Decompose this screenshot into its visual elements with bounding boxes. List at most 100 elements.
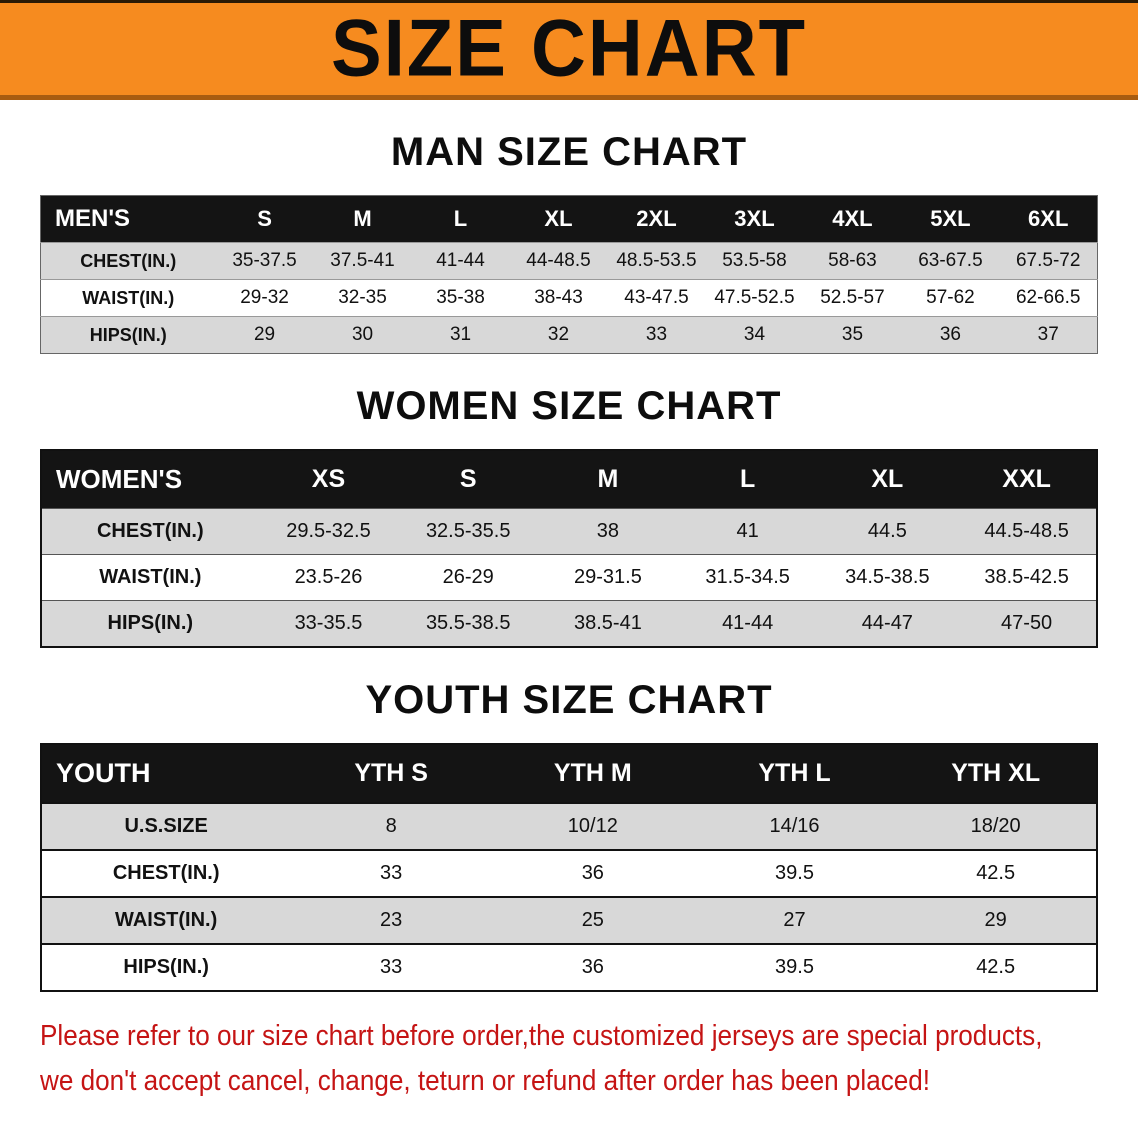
row-label: CHEST(IN.) — [41, 508, 259, 555]
value-cell: 36 — [901, 316, 1000, 354]
value-cell: 32.5-35.5 — [398, 508, 539, 555]
size-column-header: 5XL — [901, 195, 1000, 243]
value-cell: 37 — [999, 316, 1098, 354]
size-column-header: YTH M — [491, 744, 694, 803]
value-cell: 37.5-41 — [313, 242, 412, 280]
value-cell: 44-47 — [817, 600, 958, 647]
women-size-section: WOMEN SIZE CHART WOMEN'S XS S M L XL XXL CHEST(… — [0, 384, 1138, 648]
table-title-cell: WOMEN'S — [41, 450, 259, 509]
row-label: WAIST(IN.) — [41, 554, 259, 601]
value-cell: 34.5-38.5 — [817, 554, 958, 601]
value-cell: 23.5-26 — [258, 554, 399, 601]
table-row: HIPS(IN.) 33 36 39.5 42.5 — [41, 943, 1097, 991]
size-column-header: S — [398, 450, 539, 509]
value-cell: 36 — [491, 943, 694, 991]
table-row: CHEST(IN.) 35-37.5 37.5-41 41-44 44-48.5 48.5… — [40, 242, 1098, 280]
value-cell: 29.5-32.5 — [258, 508, 399, 555]
header-row: WOMEN'S XS S M L XL XXL — [41, 450, 1097, 509]
value-cell: 35 — [803, 316, 902, 354]
value-cell: 32-35 — [313, 279, 412, 317]
value-cell: 41-44 — [677, 600, 818, 647]
size-chart-page: SIZE CHART MAN SIZE CHART MEN'S S M L XL 2XL 3… — [0, 0, 1138, 1098]
value-cell: 62-66.5 — [999, 279, 1098, 317]
value-cell: 63-67.5 — [901, 242, 1000, 280]
value-cell: 31.5-34.5 — [677, 554, 818, 601]
order-notice: Please refer to our size chart before or… — [40, 1020, 1098, 1098]
value-cell: 25 — [491, 896, 694, 944]
row-label: HIPS(IN.) — [40, 316, 216, 354]
value-cell: 42.5 — [895, 943, 1097, 991]
value-cell: 10/12 — [491, 802, 694, 850]
value-cell: 39.5 — [693, 849, 896, 897]
value-cell: 33 — [607, 316, 706, 354]
value-cell: 67.5-72 — [999, 242, 1098, 280]
value-cell: 29-31.5 — [538, 554, 678, 601]
value-cell: 38.5-42.5 — [957, 554, 1097, 601]
value-cell: 33-35.5 — [258, 600, 399, 647]
notice-line-1: Please refer to our size chart before or… — [40, 1020, 1043, 1052]
table-row: HIPS(IN.) 33-35.5 35.5-38.5 38.5-41 41-44 44-… — [41, 600, 1097, 647]
youth-size-table: YOUTH YTH S YTH M YTH L YTH XL U.S.SIZE 8 10/12… — [40, 743, 1098, 992]
value-cell: 18/20 — [895, 802, 1097, 850]
value-cell: 44.5 — [817, 508, 958, 555]
value-cell: 39.5 — [693, 943, 896, 991]
youth-size-section: YOUTH SIZE CHART YOUTH YTH S YTH M YTH L YTH… — [0, 678, 1138, 992]
value-cell: 58-63 — [803, 242, 902, 280]
table-title-cell: MEN'S — [40, 195, 216, 243]
women-section-heading: WOMEN SIZE CHART — [356, 384, 782, 428]
size-column-header: YTH S — [290, 744, 492, 803]
row-label: WAIST(IN.) — [40, 279, 216, 317]
value-cell: 30 — [313, 316, 412, 354]
size-column-header: XL — [509, 195, 608, 243]
size-column-header: M — [538, 450, 678, 509]
men-size-section: MAN SIZE CHART MEN'S S M L XL 2XL 3XL 4XL 5XL 6XL… — [0, 130, 1138, 354]
table-row: HIPS(IN.) 29 30 31 32 33 34 35 36 37 — [40, 316, 1098, 354]
size-column-header: 3XL — [705, 195, 804, 243]
value-cell: 31 — [411, 316, 510, 354]
value-cell: 32 — [509, 316, 608, 354]
size-column-header: XXL — [957, 450, 1097, 509]
value-cell: 33 — [290, 943, 492, 991]
value-cell: 48.5-53.5 — [607, 242, 706, 280]
size-column-header: 4XL — [803, 195, 902, 243]
value-cell: 41-44 — [411, 242, 510, 280]
size-column-header: XL — [817, 450, 958, 509]
value-cell: 34 — [705, 316, 804, 354]
value-cell: 38-43 — [509, 279, 608, 317]
size-column-header: M — [313, 195, 412, 243]
header-row: YOUTH YTH S YTH M YTH L YTH XL — [41, 744, 1097, 803]
table-row: CHEST(IN.) 29.5-32.5 32.5-35.5 38 41 44.5 44.5… — [41, 508, 1097, 555]
row-label: U.S.SIZE — [41, 802, 291, 850]
table-row: WAIST(IN.) 23 25 27 29 — [41, 896, 1097, 944]
value-cell: 38 — [538, 508, 678, 555]
value-cell: 29 — [895, 896, 1097, 944]
row-label: HIPS(IN.) — [41, 600, 259, 647]
value-cell: 52.5-57 — [803, 279, 902, 317]
men-size-table: MEN'S S M L XL 2XL 3XL 4XL 5XL 6XL CHEST(IN.) 35-37… — [40, 195, 1098, 354]
value-cell: 29-32 — [215, 279, 314, 317]
banner-title: SIZE CHART — [331, 3, 807, 94]
value-cell: 14/16 — [693, 802, 896, 850]
value-cell: 53.5-58 — [705, 242, 804, 280]
table-row: WAIST(IN.) 23.5-26 26-29 29-31.5 31.5-34.5 34… — [41, 554, 1097, 601]
value-cell: 33 — [290, 849, 492, 897]
value-cell: 27 — [693, 896, 896, 944]
row-label: WAIST(IN.) — [41, 896, 291, 944]
value-cell: 35-38 — [411, 279, 510, 317]
size-column-header: L — [677, 450, 818, 509]
value-cell: 57-62 — [901, 279, 1000, 317]
value-cell: 44.5-48.5 — [957, 508, 1097, 555]
size-column-header: 6XL — [999, 195, 1098, 243]
men-section-heading: MAN SIZE CHART — [390, 130, 748, 174]
value-cell: 36 — [491, 849, 694, 897]
size-column-header: 2XL — [607, 195, 706, 243]
value-cell: 42.5 — [895, 849, 1097, 897]
value-cell: 35-37.5 — [215, 242, 314, 280]
row-label: HIPS(IN.) — [41, 943, 291, 991]
row-label: CHEST(IN.) — [40, 242, 216, 280]
header-row: MEN'S S M L XL 2XL 3XL 4XL 5XL 6XL — [40, 195, 1098, 243]
value-cell: 38.5-41 — [538, 600, 678, 647]
value-cell: 43-47.5 — [607, 279, 706, 317]
table-row: CHEST(IN.) 33 36 39.5 42.5 — [41, 849, 1097, 897]
value-cell: 29 — [215, 316, 314, 354]
